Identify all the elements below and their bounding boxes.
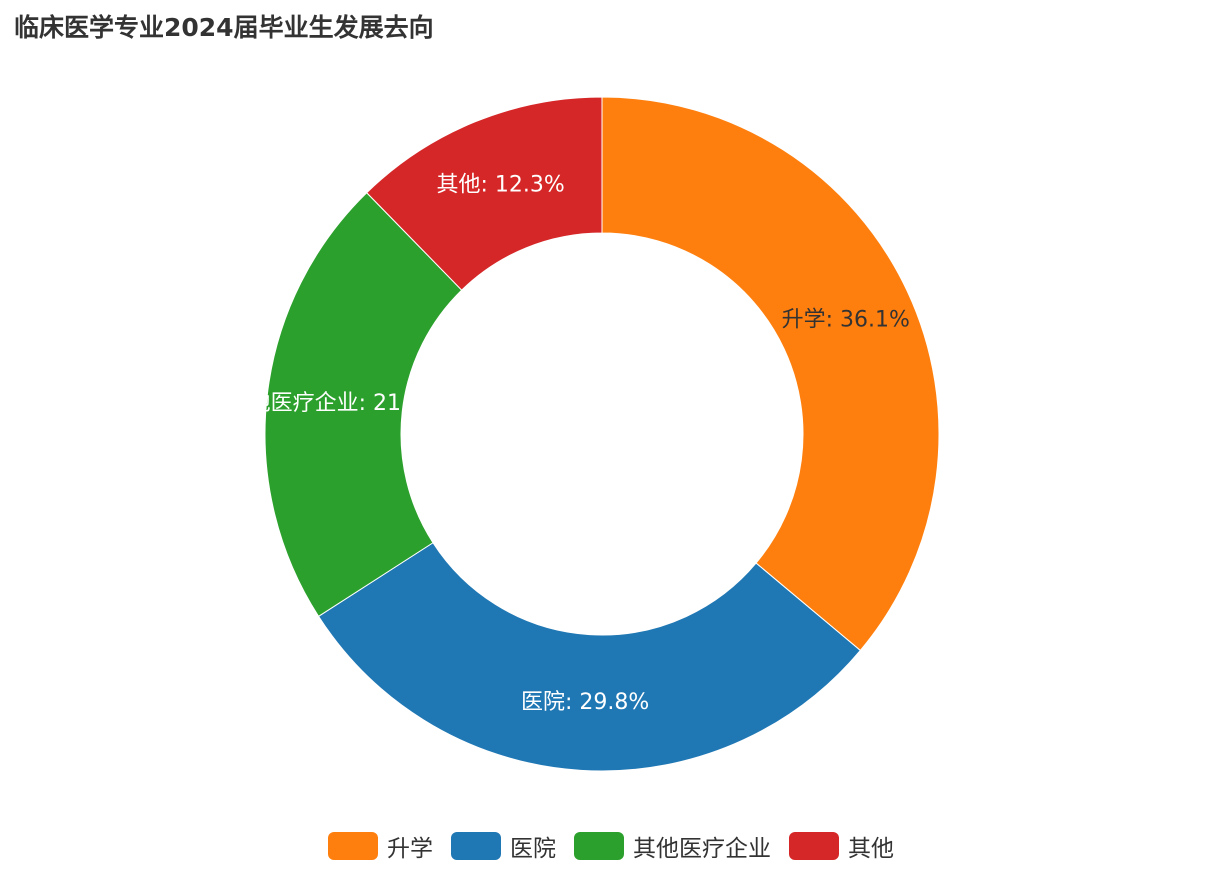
slice-升学[interactable]	[601, 96, 940, 652]
legend-label: 医院	[510, 836, 556, 862]
data-label-升学: 升学: 36.1%	[782, 308, 910, 333]
slice-医院[interactable]	[317, 542, 862, 772]
data-label-其他: 其他: 12.3%	[436, 172, 564, 197]
slice-其他[interactable]	[366, 96, 603, 291]
chart-title: 临床医学专业2024届毕业生发展去向	[14, 13, 434, 42]
legend-item-升学[interactable]: 升学	[328, 829, 433, 863]
data-label-其他医疗企业: 其他医疗企业: 21.8%	[227, 391, 443, 416]
slice-其他医疗企业[interactable]	[264, 192, 463, 618]
legend-item-其他医疗企业[interactable]: 其他医疗企业	[574, 829, 771, 863]
data-label-医院: 医院: 29.8%	[521, 690, 649, 715]
legend-label: 其他	[848, 836, 894, 862]
legend-swatch	[789, 832, 839, 860]
legend-label: 其他医疗企业	[633, 836, 771, 862]
legend-swatch	[328, 832, 378, 860]
legend-label: 升学	[387, 836, 433, 862]
chart-legend: 升学 医院 其他医疗企业 其他	[0, 828, 1222, 864]
legend-swatch	[451, 832, 501, 860]
legend-item-其他[interactable]: 其他	[789, 829, 894, 863]
legend-item-医院[interactable]: 医院	[451, 829, 556, 863]
legend-swatch	[574, 832, 624, 860]
